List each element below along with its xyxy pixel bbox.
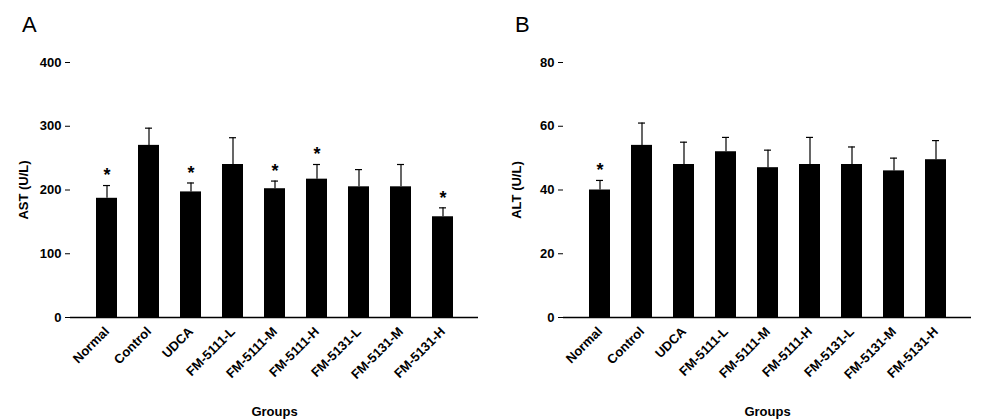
- svg-text:Normal: Normal: [70, 324, 112, 366]
- svg-text:*: *: [596, 160, 603, 180]
- svg-text:FM-5111-H: FM-5111-H: [266, 323, 323, 380]
- svg-text:80: 80: [540, 55, 554, 70]
- svg-text:Normal: Normal: [563, 324, 605, 366]
- svg-text:FM-5131-M: FM-5131-M: [347, 323, 407, 382]
- svg-text:*: *: [103, 165, 110, 185]
- svg-text:FM-5131-H: FM-5131-H: [884, 324, 941, 381]
- svg-text:ALT (U/L): ALT (U/L): [509, 161, 524, 219]
- svg-text:20: 20: [540, 246, 554, 261]
- svg-text:*: *: [187, 163, 194, 183]
- svg-text:FM-5131-H: FM-5131-H: [391, 324, 448, 381]
- svg-text:0: 0: [547, 310, 554, 325]
- svg-text:100: 100: [40, 246, 62, 261]
- svg-text:FM-5111-L: FM-5111-L: [676, 323, 732, 379]
- html-text:B: B: [515, 12, 530, 37]
- svg-text:Control: Control: [111, 324, 154, 367]
- svg-text:AST (U/L): AST (U/L): [16, 160, 31, 219]
- svg-text:40: 40: [540, 182, 554, 197]
- svg-text:FM-5111-H: FM-5111-H: [759, 323, 816, 380]
- svg-text:FM-5111-M: FM-5111-M: [223, 323, 281, 381]
- svg-text:Control: Control: [604, 324, 647, 367]
- svg-text:0: 0: [54, 310, 61, 325]
- svg-text:FM-5111-M: FM-5111-M: [716, 323, 774, 381]
- svg-text:FM-5111-L: FM-5111-L: [183, 323, 239, 379]
- svg-text:FM-5131-L: FM-5131-L: [801, 323, 858, 380]
- svg-text:400: 400: [40, 55, 62, 70]
- svg-text:60: 60: [540, 118, 554, 133]
- svg-text:*: *: [439, 188, 446, 208]
- svg-text:Groups: Groups: [251, 404, 297, 419]
- svg-text:200: 200: [40, 182, 62, 197]
- svg-text:*: *: [271, 161, 278, 181]
- html-text:A: A: [22, 12, 37, 37]
- svg-text:UDCA: UDCA: [159, 323, 197, 361]
- svg-text:UDCA: UDCA: [652, 323, 690, 361]
- svg-text:300: 300: [40, 118, 62, 133]
- svg-text:FM-5131-M: FM-5131-M: [840, 323, 900, 382]
- svg-text:*: *: [313, 144, 320, 164]
- svg-text:FM-5131-L: FM-5131-L: [308, 323, 365, 380]
- svg-text:Groups: Groups: [744, 404, 790, 419]
